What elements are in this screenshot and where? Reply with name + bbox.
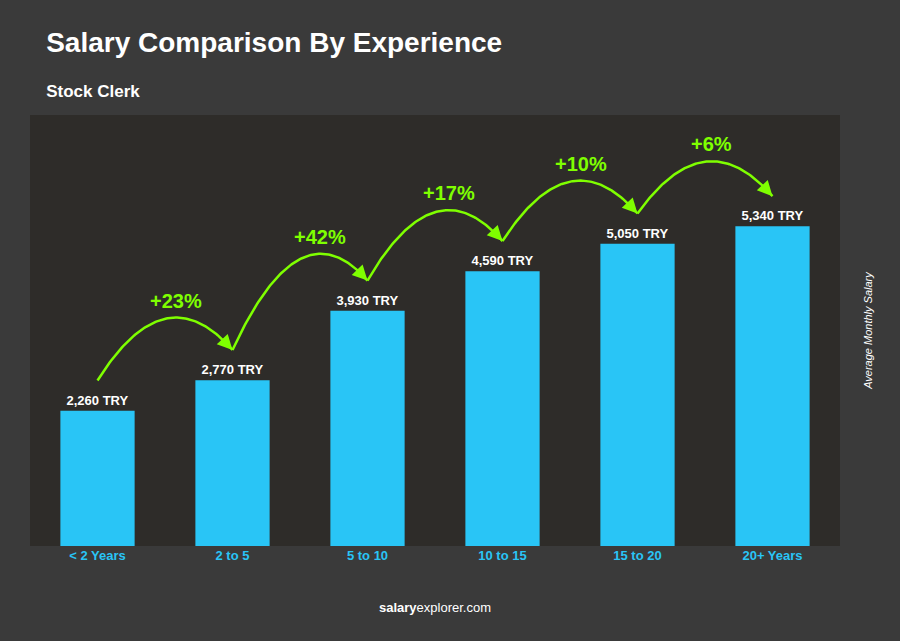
svg-text:10 to 15: 10 to 15 [478,548,526,563]
svg-text:+10%: +10% [555,153,607,175]
svg-text:20+ Years: 20+ Years [742,548,802,563]
svg-text:2,770 TRY: 2,770 TRY [202,362,264,377]
svg-text:5,050 TRY: 5,050 TRY [607,226,669,241]
svg-text:3,930 TRY: 3,930 TRY [337,293,399,308]
svg-text:15 to 20: 15 to 20 [613,548,661,563]
svg-text:5 to 10: 5 to 10 [347,548,388,563]
svg-text:+42%: +42% [294,226,346,248]
svg-text:+6%: +6% [691,133,732,155]
svg-text:Average Monthly Salary: Average Monthly Salary [862,271,874,390]
svg-text:salaryexplorer.com: salaryexplorer.com [379,600,491,615]
svg-text:Salary Comparison By Experienc: Salary Comparison By Experience [46,27,502,58]
svg-text:< 2 Years: < 2 Years [69,548,126,563]
svg-text:+17%: +17% [423,182,475,204]
svg-text:+23%: +23% [150,290,202,312]
svg-text:4,590 TRY: 4,590 TRY [472,253,534,268]
svg-text:Stock Clerk: Stock Clerk [46,82,140,101]
svg-text:5,340 TRY: 5,340 TRY [742,208,804,223]
svg-text:2 to 5: 2 to 5 [216,548,250,563]
svg-text:2,260 TRY: 2,260 TRY [67,393,129,408]
